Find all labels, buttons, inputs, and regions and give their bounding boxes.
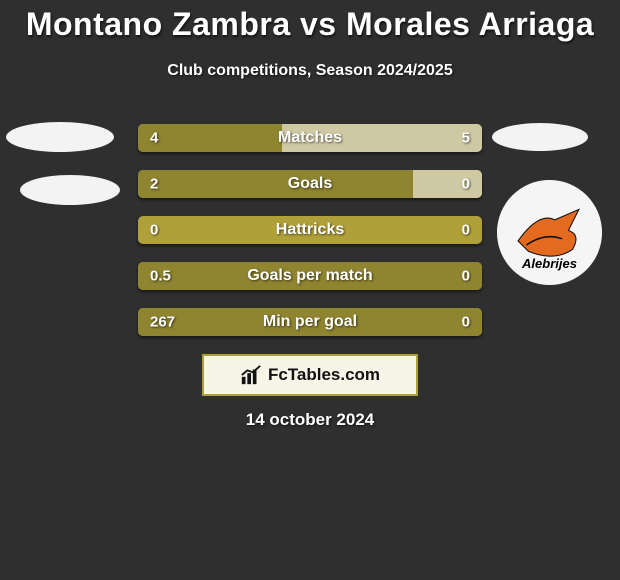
stat-value-left: 0.5: [150, 268, 171, 285]
stats-bars: 4 5 Matches 2 0 Goals 0 0 Hattricks 0.5 0 Goals per…: [138, 124, 482, 354]
stat-row-matches: 4 5 Matches: [138, 124, 482, 152]
stat-value-left: 2: [150, 176, 158, 193]
title-text: Montano Zambra vs Morales Arriaga: [26, 6, 594, 42]
stat-row-hattricks: 0 0 Hattricks: [138, 216, 482, 244]
stat-row-goals-per-match: 0.5 0 Goals per match: [138, 262, 482, 290]
stat-label: Matches: [278, 129, 342, 147]
date-text: 14 october 2024: [246, 410, 375, 430]
subtitle: Club competitions, Season 2024/2025: [0, 62, 620, 80]
stat-row-goals: 2 0 Goals: [138, 170, 482, 198]
stat-label: Goals: [288, 175, 332, 193]
brand-box: FcTables.com: [202, 354, 418, 396]
stat-value-right: 0: [462, 268, 470, 285]
stat-row-min-per-goal: 267 0 Min per goal: [138, 308, 482, 336]
decorative-oval-2: [492, 123, 588, 151]
stat-value-left: 267: [150, 314, 175, 331]
stat-value-right: 0: [462, 176, 470, 193]
stat-fill-left: [138, 124, 282, 152]
stat-label: Goals per match: [247, 267, 372, 285]
team-logo-text: Alebrijes: [497, 256, 602, 271]
stat-value-right: 0: [462, 222, 470, 239]
stat-value-right: 0: [462, 314, 470, 331]
page-title: Montano Zambra vs Morales Arriaga: [0, 0, 620, 43]
stat-value-left: 4: [150, 130, 158, 147]
brand-text: FcTables.com: [268, 365, 380, 385]
decorative-oval-0: [6, 122, 114, 152]
stat-label: Min per goal: [263, 313, 357, 331]
stat-label: Hattricks: [276, 221, 344, 239]
team-logo-right: Alebrijes: [497, 180, 602, 285]
bars-icon: [240, 364, 262, 386]
stat-fill-left: [138, 170, 413, 198]
stat-value-right: 5: [462, 130, 470, 147]
stat-value-left: 0: [150, 222, 158, 239]
decorative-oval-1: [20, 175, 120, 205]
stat-fill-right: [413, 170, 482, 198]
